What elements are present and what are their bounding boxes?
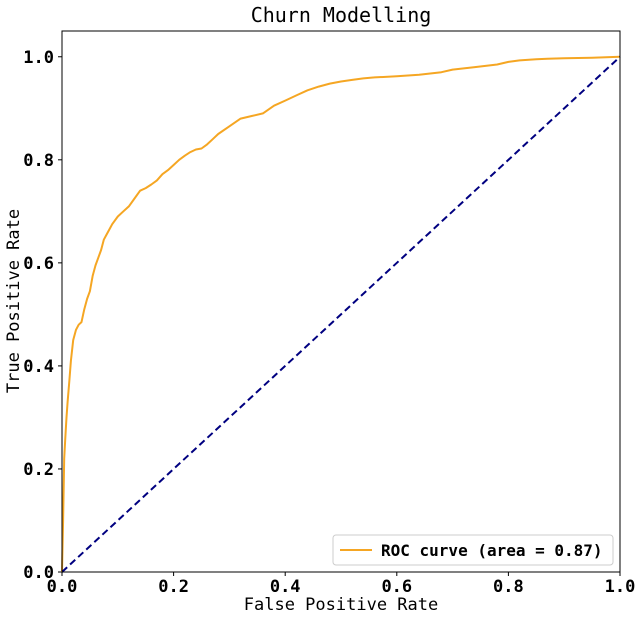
tick-labels: 0.0 0.2 0.4 0.6 0.8 1.0 0.0 0.2 0.4 0.6 0.8 1.0 — [23, 48, 635, 597]
y-tick-label: 0.4 — [23, 357, 54, 377]
roc-curve-line — [61, 55, 621, 573]
series-layer — [61, 55, 621, 573]
legend-box — [332, 534, 614, 566]
y-tick-label: 0.8 — [23, 151, 54, 171]
legend: ROC curve (area = 0.87) — [332, 534, 614, 566]
x-tick-label: 0.0 — [47, 577, 78, 597]
y-tick-label: 0.6 — [23, 254, 54, 274]
legend-label-roc: ROC curve (area = 0.87) — [381, 541, 603, 560]
x-tick-label: 0.6 — [381, 577, 412, 597]
tick-marks — [58, 56, 621, 576]
y-tick-label: 0.0 — [23, 563, 54, 583]
y-axis-label: True Positive Rate — [4, 209, 24, 393]
x-tick-label: 1.0 — [605, 577, 636, 597]
x-tick-label: 0.8 — [493, 577, 524, 597]
plot-frame — [61, 30, 621, 573]
x-axis-label: False Positive Rate — [244, 595, 438, 615]
x-tick-label: 0.2 — [158, 577, 189, 597]
y-tick-label: 0.2 — [23, 460, 54, 480]
chart-title: Churn Modelling — [251, 3, 432, 27]
x-tick-label: 0.4 — [270, 577, 301, 597]
y-tick-label: 1.0 — [23, 48, 54, 68]
diagonal-reference-line — [61, 56, 621, 573]
